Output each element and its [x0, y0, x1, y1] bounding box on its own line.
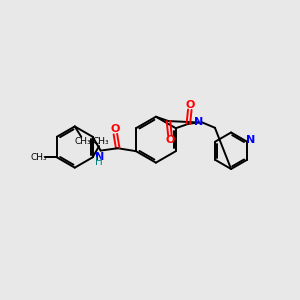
Text: O: O [110, 124, 119, 134]
Text: N: N [246, 135, 256, 146]
Text: CH₃: CH₃ [75, 137, 91, 146]
Text: O: O [165, 135, 175, 145]
Text: O: O [185, 100, 194, 110]
Text: H: H [95, 158, 103, 167]
Text: CH₃: CH₃ [92, 137, 109, 146]
Text: CH₃: CH₃ [31, 153, 48, 162]
Text: N: N [194, 118, 203, 128]
Text: N: N [94, 152, 104, 162]
